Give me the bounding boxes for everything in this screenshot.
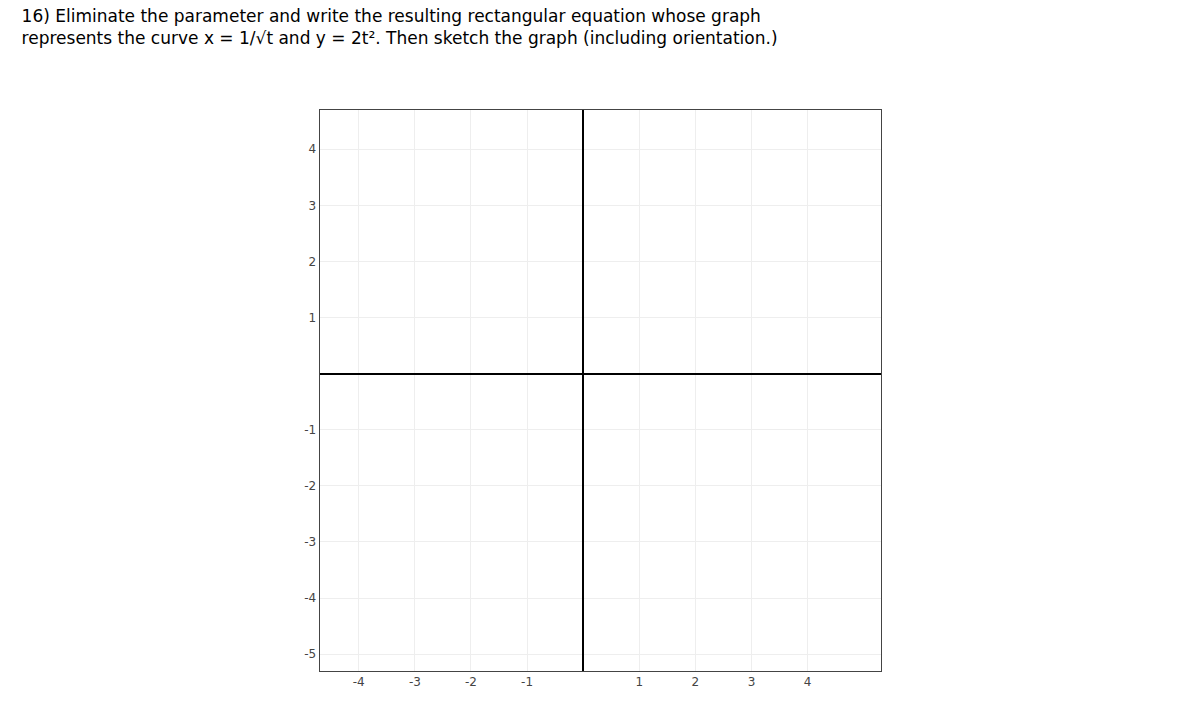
svg-text:1: 1 <box>308 311 316 325</box>
svg-text:3: 3 <box>748 675 756 689</box>
svg-text:1: 1 <box>635 675 643 689</box>
svg-text:-1: -1 <box>304 423 316 437</box>
svg-text:3: 3 <box>308 199 316 213</box>
svg-text:16) Eliminate the parameter an: 16) Eliminate the parameter and write th… <box>22 6 778 48</box>
svg-text:-2: -2 <box>465 675 477 689</box>
svg-text:-2: -2 <box>304 479 316 493</box>
svg-text:-1: -1 <box>521 675 533 689</box>
svg-text:2: 2 <box>308 255 316 269</box>
svg-text:-3: -3 <box>304 535 316 549</box>
svg-text:-4: -4 <box>353 675 365 689</box>
svg-text:4: 4 <box>308 142 316 156</box>
svg-text:4: 4 <box>804 675 812 689</box>
svg-text:2: 2 <box>692 675 700 689</box>
svg-text:-4: -4 <box>304 591 316 605</box>
svg-text:-3: -3 <box>409 675 421 689</box>
svg-text:-5: -5 <box>304 647 316 661</box>
